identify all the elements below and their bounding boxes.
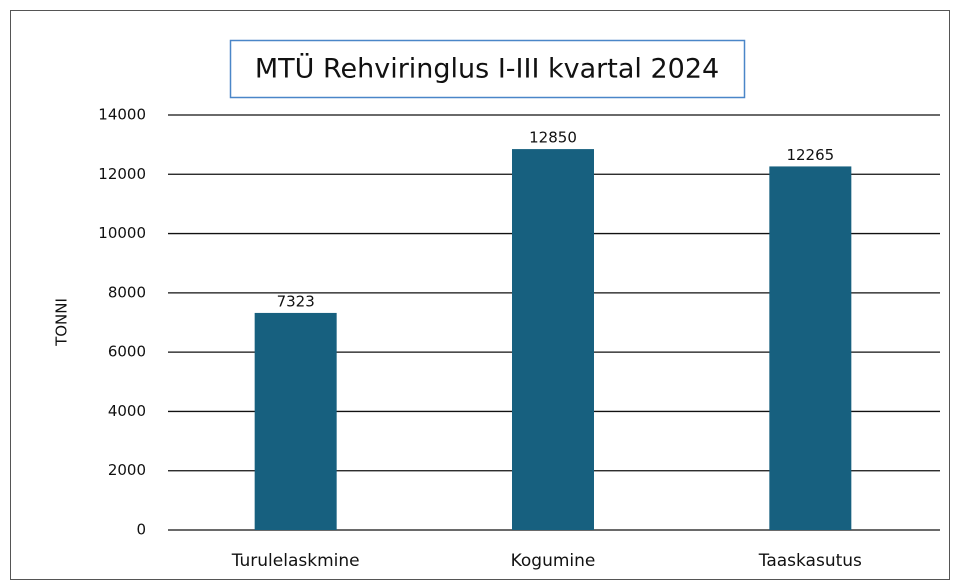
bar	[769, 166, 852, 530]
y-tick-label: 8000	[108, 283, 146, 301]
y-axis-label: TONNI	[53, 298, 71, 347]
value-label: 12265	[786, 146, 834, 164]
x-tick-label: Turulelaskmine	[231, 551, 360, 571]
y-tick-label: 6000	[108, 343, 146, 361]
y-tick-label: 2000	[108, 461, 146, 479]
y-tick-label: 4000	[108, 402, 146, 420]
value-label: 7323	[277, 292, 315, 310]
y-tick-label: 0	[136, 521, 146, 539]
title-box	[229, 39, 746, 99]
chart-title: MTÜ Rehviringlus I-III kvartal 2024	[255, 53, 719, 85]
x-tick-label: Kogumine	[511, 551, 596, 571]
y-tick-label: 10000	[98, 224, 146, 242]
bar	[512, 149, 594, 530]
x-tick-label: Taaskasutus	[758, 551, 862, 571]
bar	[254, 312, 337, 530]
y-tick-label: 14000	[98, 106, 146, 124]
y-tick-label: 12000	[98, 165, 146, 183]
value-label: 12850	[529, 129, 577, 147]
